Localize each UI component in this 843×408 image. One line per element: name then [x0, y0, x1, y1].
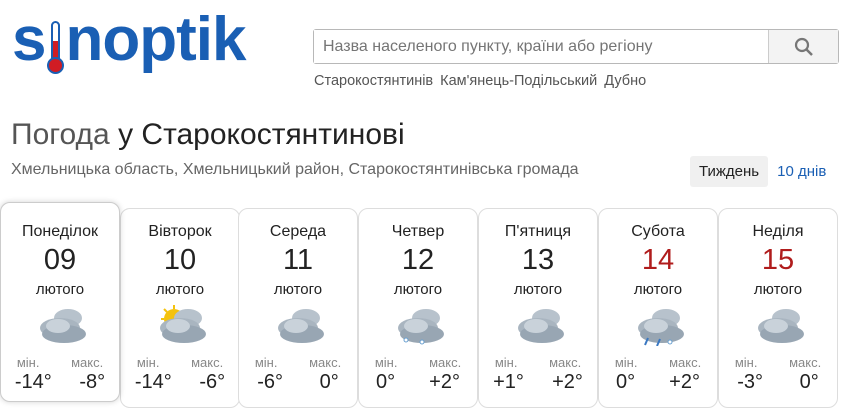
max-temp: -8°: [79, 371, 106, 393]
cloudy-snow-icon: [398, 309, 444, 345]
min-temp: 0°: [616, 371, 636, 393]
min-label: мін.: [254, 355, 278, 370]
min-label: мін.: [136, 355, 160, 370]
max-temp: +2°: [669, 371, 700, 393]
day-date: 09: [43, 244, 77, 276]
cloudy-icon: [758, 309, 804, 343]
tab-10-days[interactable]: 10 днів: [777, 163, 827, 180]
min-temp: 0°: [376, 371, 396, 393]
day-date: 10: [163, 244, 197, 276]
search-icon: [794, 37, 813, 56]
day-card-14[interactable]: Субота 14 лютого мін. макс. 0° +2°: [598, 208, 718, 408]
day-month: лютого: [753, 281, 803, 298]
search-input[interactable]: [314, 30, 768, 63]
quick-link[interactable]: Дубно: [604, 73, 647, 89]
day-date: 15: [761, 244, 795, 276]
min-temp: -3°: [737, 371, 764, 393]
max-label: макс.: [191, 355, 224, 370]
day-month: лютого: [393, 281, 443, 298]
day-name: Субота: [631, 223, 685, 240]
day-name: Четвер: [391, 223, 445, 240]
min-temp: -14°: [14, 371, 52, 393]
min-label: мін.: [614, 355, 638, 370]
day-month: лютого: [155, 281, 205, 298]
min-label: мін.: [734, 355, 758, 370]
day-card-11[interactable]: Середа 11 лютого мін. макс. -6° 0°: [238, 208, 358, 408]
max-temp: +2°: [429, 371, 460, 393]
region-breadcrumb: Хмельницька область, Хмельницький район,…: [11, 161, 579, 178]
max-label: макс.: [309, 355, 342, 370]
max-temp: 0°: [319, 371, 339, 393]
quick-link[interactable]: Старокостянтинів: [314, 73, 434, 89]
quick-link[interactable]: Кам'янець-Подільський: [440, 73, 598, 89]
min-label: мін.: [374, 355, 398, 370]
day-date: 13: [521, 244, 555, 276]
tab-week[interactable]: Тиждень: [690, 156, 769, 187]
cloudy-icon: [278, 309, 324, 343]
min-label: мін.: [494, 355, 518, 370]
min-label: мін.: [16, 355, 40, 370]
max-label: макс.: [669, 355, 702, 370]
day-name: Вівторок: [148, 223, 212, 240]
day-date: 12: [401, 244, 435, 276]
period-tabs: Тиждень 10 днів: [690, 156, 835, 187]
thermometer-icon: [47, 13, 65, 75]
day-card-10[interactable]: Вівторок 10 лютого мін. макс. -14° -6°: [120, 208, 240, 408]
cloudy-icon: [40, 309, 86, 343]
max-temp: +2°: [552, 371, 583, 393]
day-name: Неділя: [752, 223, 804, 240]
day-card-12[interactable]: Четвер 12 лютого мін. макс. 0° +2°: [358, 208, 478, 408]
max-label: макс.: [429, 355, 462, 370]
day-card-09[interactable]: Понеділок 09 лютого мін. макс. -14° -8°: [0, 202, 120, 402]
day-card-15[interactable]: Неділя 15 лютого мін. макс. -3° 0°: [718, 208, 838, 408]
day-date: 11: [282, 244, 314, 276]
cloudy-rain-snow-icon: [638, 309, 684, 347]
max-label: макс.: [549, 355, 582, 370]
day-month: лютого: [35, 281, 85, 298]
day-name: П'ятниця: [504, 223, 572, 240]
cloudy-icon: [518, 309, 564, 343]
day-name: Понеділок: [21, 223, 99, 240]
max-label: макс.: [789, 355, 822, 370]
partly-sunny-icon: [160, 305, 206, 343]
day-card-13[interactable]: П'ятниця 13 лютого мін. макс. +1° +2°: [478, 208, 598, 408]
min-temp: -14°: [134, 371, 172, 393]
day-name: Середа: [269, 223, 327, 240]
max-temp: 0°: [799, 371, 819, 393]
max-temp: -6°: [199, 371, 226, 393]
day-month: лютого: [633, 281, 683, 298]
max-label: макс.: [71, 355, 104, 370]
min-temp: +1°: [493, 371, 524, 393]
page-title: Погода у Старокостянтинові: [11, 118, 405, 151]
min-temp: -6°: [257, 371, 284, 393]
quick-links: Старокостянтинів Кам'янець-Подільський Дуб…: [314, 73, 653, 89]
search-bar: [313, 29, 839, 64]
logo[interactable]: s noptik: [12, 5, 246, 75]
day-date: 14: [641, 244, 675, 276]
day-month: лютого: [273, 281, 323, 298]
search-button[interactable]: [768, 30, 838, 63]
day-month: лютого: [513, 281, 563, 298]
